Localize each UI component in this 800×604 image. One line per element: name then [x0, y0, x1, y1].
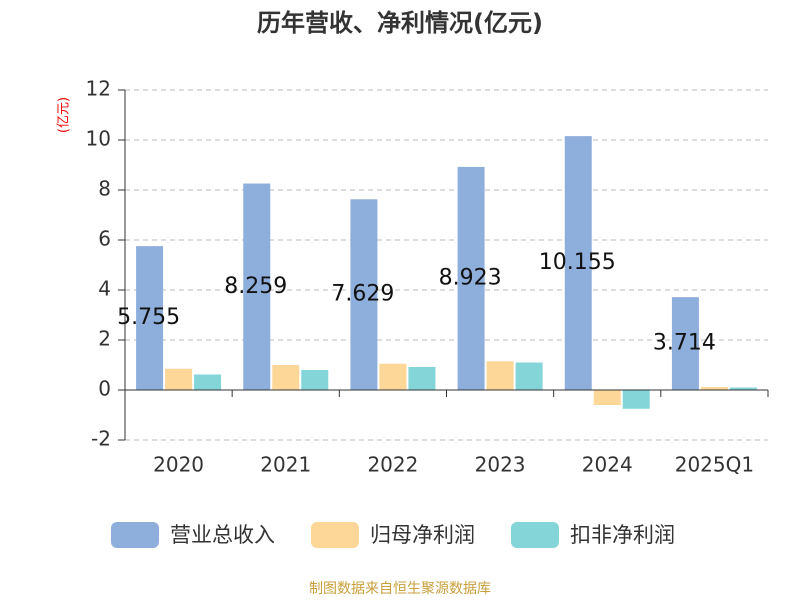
legend-swatch [111, 522, 159, 548]
bar [564, 136, 592, 390]
legend-label: 营业总收入 [170, 523, 275, 547]
bar [515, 362, 543, 390]
bar [379, 363, 407, 390]
value-label: 8.923 [439, 265, 502, 290]
bar [457, 166, 485, 390]
x-tick-label: 2022 [367, 453, 418, 477]
value-label: 7.629 [331, 282, 394, 307]
x-tick-label: 2025Q1 [675, 453, 754, 477]
bar [671, 297, 699, 390]
bar [272, 365, 300, 390]
y-tick-label: 12 [86, 77, 111, 101]
value-label: 3.714 [653, 331, 716, 356]
value-label: 8.259 [224, 274, 287, 299]
y-tick-label: 8 [98, 177, 111, 201]
bar [350, 199, 378, 390]
legend-swatch [511, 522, 559, 548]
bar [136, 246, 164, 390]
bar [622, 390, 650, 409]
x-tick-label: 2020 [153, 453, 204, 477]
value-label: 10.155 [539, 250, 616, 275]
y-tick-label: 0 [98, 377, 111, 401]
bar [593, 390, 621, 405]
x-tick-label: 2021 [260, 453, 311, 477]
bar [486, 361, 514, 390]
value-label: 5.755 [117, 305, 180, 330]
bar [194, 374, 222, 390]
bar [729, 387, 757, 390]
bar [243, 183, 271, 390]
y-tick-label: 6 [98, 227, 111, 251]
y-tick-label: 2 [98, 327, 111, 351]
bar [700, 387, 728, 390]
legend-label: 扣非净利润 [570, 523, 675, 547]
y-tick-label: 10 [86, 127, 111, 151]
bar [165, 368, 193, 390]
chart-title: 历年营收、净利情况(亿元) [257, 9, 543, 37]
y-axis-label: (亿元) [57, 97, 72, 133]
y-tick-label: 4 [98, 277, 111, 301]
footer: 制图数据来自恒生聚源数据库 [309, 581, 491, 597]
x-tick-label: 2024 [582, 453, 633, 477]
bar [408, 367, 436, 390]
bar [301, 370, 329, 390]
y-tick-label: -2 [91, 427, 111, 451]
x-tick-label: 2023 [475, 453, 526, 477]
legend-label: 归母净利润 [370, 523, 475, 547]
legend-swatch [311, 522, 359, 548]
